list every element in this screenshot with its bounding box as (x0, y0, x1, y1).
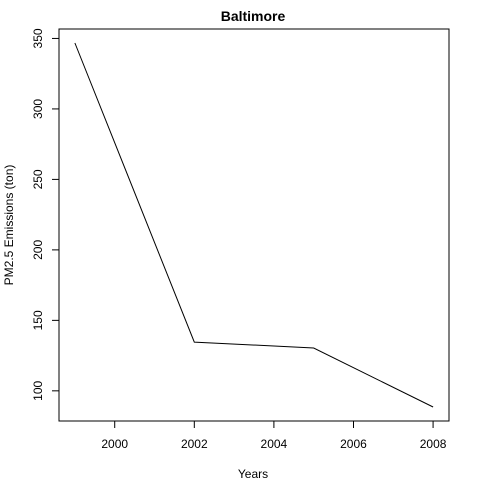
y-tick-label: 300 (31, 99, 45, 119)
series-line (74, 42, 434, 408)
y-axis-label: PM2.5 Emissions (ton) (2, 165, 16, 286)
y-tick-label: 150 (31, 310, 45, 330)
x-tick-label: 2000 (101, 437, 128, 451)
x-tick-label: 2004 (261, 437, 288, 451)
x-axis-label: Years (238, 467, 268, 480)
y-tick-label: 250 (31, 169, 45, 189)
plot-frame (58, 28, 450, 422)
y-tick-label: 350 (31, 28, 45, 48)
y-tick-label: 200 (31, 240, 45, 260)
y-tick-label: 100 (31, 381, 45, 401)
x-tick-label: 2008 (420, 437, 447, 451)
x-tick-label: 2006 (340, 437, 367, 451)
y-axis: 100 150 200 250 300 350 (31, 28, 59, 401)
x-axis: 2000 2002 2004 2006 2008 (101, 421, 447, 451)
x-tick-label: 2002 (181, 437, 208, 451)
chart-title: Baltimore (221, 8, 286, 24)
